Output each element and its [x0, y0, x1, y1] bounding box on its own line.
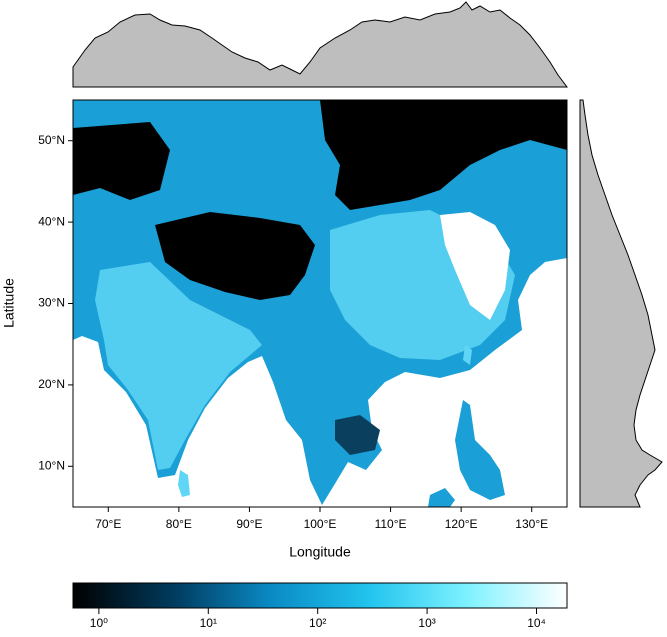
- right-profile: [579, 99, 663, 508]
- colorbar-tick-label: 10³: [418, 616, 435, 630]
- sparse-region: [73, 122, 170, 200]
- very-dense-region: [440, 212, 510, 320]
- dense-region: [95, 262, 262, 470]
- sparse-region: [155, 212, 315, 300]
- x-axis-title: Longitude: [289, 544, 351, 560]
- x-tick-label: 70°E: [95, 517, 121, 531]
- x-tick-label: 110°E: [375, 517, 407, 531]
- colorbar-tick-label: 10⁴: [527, 616, 546, 630]
- x-tick-label: 100°E: [304, 517, 337, 531]
- colorbar-tick-label: 10⁰: [90, 616, 108, 630]
- sparse-region: [335, 415, 380, 455]
- land-region: [428, 488, 455, 507]
- top-profile: [72, 1, 568, 88]
- land-region: [178, 470, 190, 497]
- y-tick-label: 20°N: [38, 377, 65, 391]
- x-tick-label: 120°E: [445, 517, 478, 531]
- sparse-region: [320, 100, 567, 210]
- land-region: [463, 345, 472, 365]
- y-tick-label: 30°N: [38, 296, 65, 310]
- map-raster: [73, 100, 567, 507]
- y-tick-label: 40°N: [38, 214, 65, 228]
- colorbar: [72, 582, 568, 609]
- colorbar-tick-label: 10²: [309, 616, 326, 630]
- x-tick-label: 80°E: [166, 517, 192, 531]
- y-tick-label: 10°N: [38, 458, 65, 472]
- x-tick-label: 130°E: [515, 517, 548, 531]
- x-tick-label: 90°E: [236, 517, 262, 531]
- colorbar-tick-label: 10¹: [200, 616, 217, 630]
- y-axis-title: Latitude: [1, 278, 17, 328]
- y-tick-label: 50°N: [38, 133, 65, 147]
- land-region: [455, 400, 505, 500]
